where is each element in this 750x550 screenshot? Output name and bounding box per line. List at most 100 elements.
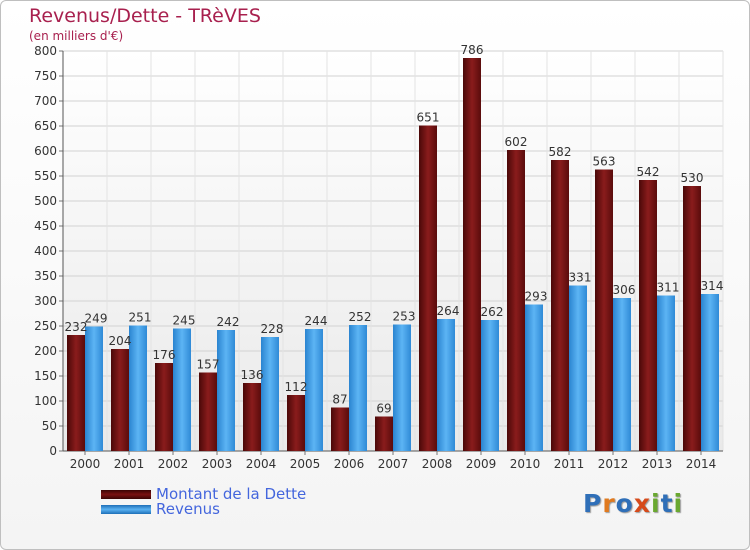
- logo-letter: x: [633, 489, 651, 518]
- data-label-debt: 69: [376, 402, 391, 416]
- data-label-debt: 176: [153, 348, 176, 362]
- bar-revenue: [657, 295, 675, 451]
- y-tick-label: 150: [34, 369, 57, 383]
- bar-revenue: [305, 329, 323, 451]
- bar-debt: [243, 383, 261, 451]
- x-tick-label: 2011: [554, 457, 585, 471]
- data-label-revenue: 253: [393, 310, 416, 324]
- data-label-debt: 112: [285, 380, 308, 394]
- x-tick-label: 2009: [466, 457, 497, 471]
- legend-swatch-revenue: [101, 505, 151, 514]
- bar-debt: [331, 407, 349, 451]
- y-tick-label: 800: [34, 44, 57, 58]
- logo-letter: r: [602, 489, 616, 518]
- data-label-revenue: 293: [525, 290, 548, 304]
- x-tick-label: 2007: [378, 457, 409, 471]
- y-tick-label: 50: [42, 419, 57, 433]
- bar-debt: [287, 395, 305, 451]
- data-label-debt: 651: [417, 111, 440, 125]
- y-tick-label: 550: [34, 169, 57, 183]
- bar-debt: [551, 160, 569, 451]
- logo-letter: o: [615, 489, 634, 518]
- y-tick-label: 400: [34, 244, 57, 258]
- x-tick-label: 2014: [686, 457, 717, 471]
- bar-debt: [507, 150, 525, 451]
- x-tick-label: 2001: [114, 457, 145, 471]
- data-label-revenue: 245: [173, 314, 196, 328]
- data-label-debt: 563: [593, 155, 616, 169]
- bar-debt: [463, 58, 481, 451]
- logo-letter: i: [673, 489, 684, 518]
- chart-title: Revenus/Dette - TRèVES: [29, 5, 261, 27]
- data-label-revenue: 228: [261, 322, 284, 336]
- bar-debt: [639, 180, 657, 451]
- y-tick-label: 250: [34, 319, 57, 333]
- bar-revenue: [569, 285, 587, 451]
- x-tick-label: 2010: [510, 457, 541, 471]
- x-tick-label: 2006: [334, 457, 365, 471]
- x-tick-label: 2013: [642, 457, 673, 471]
- data-label-revenue: 314: [701, 279, 724, 293]
- bar-revenue: [481, 320, 499, 451]
- bar-debt: [683, 186, 701, 451]
- y-tick-label: 0: [49, 444, 57, 458]
- data-label-debt: 602: [505, 135, 528, 149]
- bar-revenue: [173, 328, 191, 451]
- y-tick-label: 350: [34, 269, 57, 283]
- data-label-revenue: 306: [613, 283, 636, 297]
- data-label-revenue: 311: [657, 281, 680, 295]
- y-tick-label: 650: [34, 119, 57, 133]
- data-label-debt: 232: [65, 320, 88, 334]
- x-tick-label: 2005: [290, 457, 321, 471]
- y-tick-label: 750: [34, 69, 57, 83]
- bar-revenue: [525, 304, 543, 451]
- data-label-debt: 87: [332, 393, 347, 407]
- data-label-debt: 786: [461, 43, 484, 57]
- legend-swatch-debt: [101, 490, 151, 499]
- y-tick-label: 450: [34, 219, 57, 233]
- x-tick-label: 2002: [158, 457, 189, 471]
- data-label-revenue: 251: [129, 311, 152, 325]
- data-label-revenue: 244: [305, 314, 328, 328]
- x-tick-label: 2008: [422, 457, 453, 471]
- legend-label-revenue: Revenus: [156, 500, 220, 518]
- data-label-revenue: 249: [85, 312, 108, 326]
- data-label-debt: 542: [637, 165, 660, 179]
- bar-debt: [419, 125, 437, 451]
- x-tick-label: 2004: [246, 457, 277, 471]
- y-tick-label: 200: [34, 344, 57, 358]
- legend-label-debt: Montant de la Dette: [156, 485, 307, 503]
- bar-debt: [199, 372, 217, 451]
- data-label-debt: 582: [549, 145, 572, 159]
- bar-revenue: [261, 337, 279, 451]
- bar-revenue: [393, 324, 411, 451]
- data-label-debt: 136: [241, 368, 264, 382]
- bar-debt: [375, 416, 393, 451]
- bar-revenue: [613, 298, 631, 451]
- y-tick-label: 500: [34, 194, 57, 208]
- data-label-revenue: 262: [481, 305, 504, 319]
- bar-debt: [595, 169, 613, 451]
- data-label-revenue: 264: [437, 304, 460, 318]
- data-label-debt: 204: [109, 334, 132, 348]
- logo-letter: i: [651, 489, 661, 518]
- proxiti-logo: Proxiti: [583, 489, 683, 518]
- y-tick-label: 700: [34, 94, 57, 108]
- logo-letter: t: [660, 489, 674, 518]
- bar-revenue: [437, 319, 455, 451]
- data-label-revenue: 242: [217, 315, 240, 329]
- bar-revenue: [217, 330, 235, 451]
- y-tick-label: 100: [34, 394, 57, 408]
- bar-debt: [155, 363, 173, 451]
- data-label-debt: 530: [681, 171, 704, 185]
- x-tick-label: 2000: [70, 457, 101, 471]
- x-tick-label: 2012: [598, 457, 629, 471]
- logo-letter: P: [583, 489, 603, 518]
- bar-revenue: [85, 326, 103, 451]
- data-label-revenue: 331: [569, 271, 592, 285]
- bar-revenue: [349, 325, 367, 451]
- data-label-debt: 157: [197, 358, 220, 372]
- bar-revenue: [129, 325, 147, 451]
